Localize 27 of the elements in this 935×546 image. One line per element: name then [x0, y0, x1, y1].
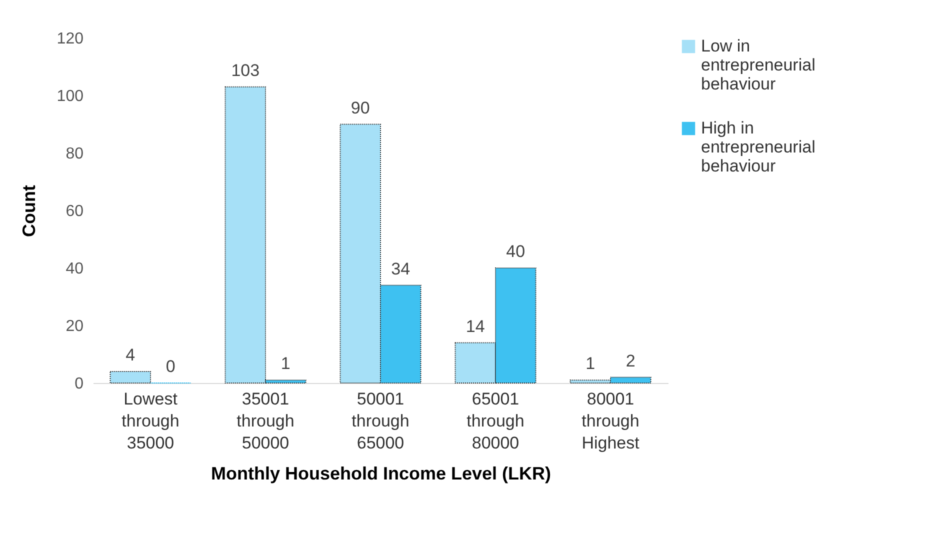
y-tick-label: 40 — [66, 260, 84, 278]
data-label: 34 — [391, 259, 410, 278]
data-label: 1 — [280, 354, 290, 374]
data-label: 90 — [350, 98, 370, 118]
y-tick-label: 60 — [66, 203, 84, 220]
data-label: 0 — [166, 357, 176, 376]
y-tick-label: 0 — [74, 376, 84, 392]
data-label: 103 — [231, 60, 260, 80]
data-label: 40 — [506, 242, 526, 261]
bar — [110, 371, 151, 384]
data-label: 1 — [586, 354, 596, 374]
y-axis-title: Count — [18, 185, 39, 237]
y-tick-label: 120 — [56, 30, 84, 48]
x-tick-label: 50001 through 65000 — [352, 390, 410, 452]
data-label: 14 — [466, 316, 485, 336]
x-tick-label: 80001 through Highest — [582, 390, 640, 452]
x-axis-title: Monthly Household Income Level (LKR) — [210, 464, 552, 484]
legend-label: High in entrepreneurial behaviour — [701, 118, 816, 176]
x-tick-label: Lowest through 35000 — [122, 390, 180, 452]
x-tick-label: 65001 through 80000 — [466, 390, 524, 452]
data-label: 4 — [126, 346, 136, 364]
data-label: 2 — [626, 351, 636, 370]
legend-label: Low in entrepreneurial behaviour — [701, 36, 816, 94]
y-tick-label: 80 — [66, 146, 84, 162]
y-tick-label: 20 — [66, 318, 84, 335]
y-tick-label: 100 — [56, 88, 84, 105]
x-tick-label: 35001 through 50000 — [236, 390, 294, 452]
